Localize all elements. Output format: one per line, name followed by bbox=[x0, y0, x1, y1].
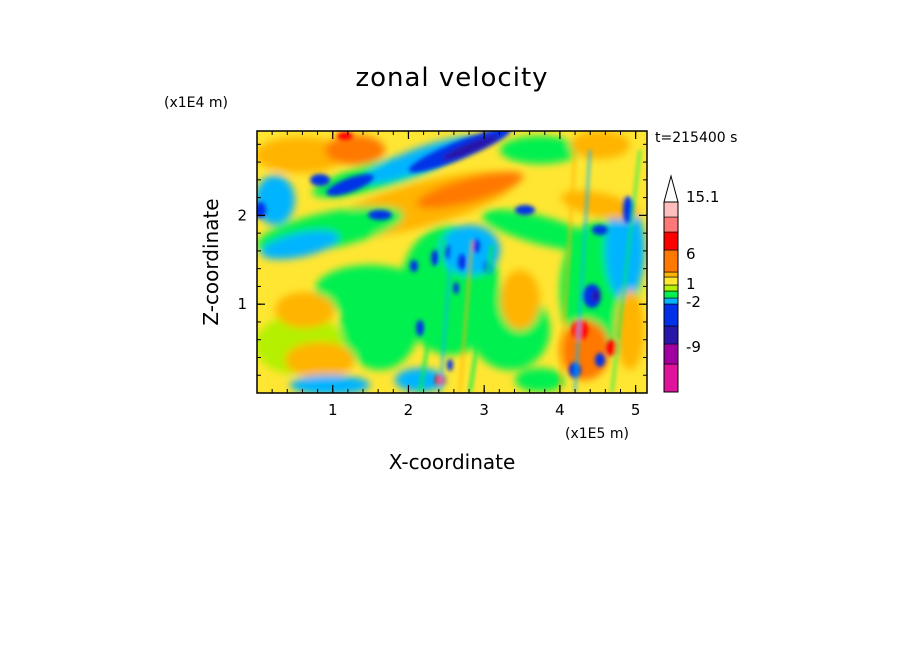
x-axis: 1 2 3 4 5 bbox=[271, 131, 641, 419]
colorbar-level bbox=[663, 216, 679, 233]
colorbar-level bbox=[663, 363, 679, 393]
blob bbox=[458, 254, 466, 270]
x-tick-label: 4 bbox=[555, 401, 565, 419]
colorbar: 15.1 6 1-2 -9 bbox=[663, 174, 719, 393]
colorbar-level bbox=[663, 284, 679, 292]
blob bbox=[310, 174, 330, 186]
colorbar-tick-label: -2 bbox=[686, 293, 701, 311]
x-tick-label: 5 bbox=[631, 401, 641, 419]
blob bbox=[442, 135, 498, 161]
blob bbox=[592, 225, 608, 235]
blob bbox=[315, 265, 425, 315]
colorbar-frame bbox=[663, 201, 679, 393]
plot-frame bbox=[256, 130, 648, 394]
time-label: t=215400 s bbox=[655, 130, 737, 146]
colorbar-level bbox=[663, 231, 679, 251]
streak bbox=[559, 149, 576, 393]
blob bbox=[570, 131, 630, 159]
streak bbox=[468, 244, 494, 393]
blob bbox=[290, 375, 370, 393]
colorbar-level bbox=[663, 343, 679, 365]
blob bbox=[257, 175, 295, 225]
blob bbox=[440, 225, 500, 275]
x-axis-label: X-coordinate bbox=[389, 450, 516, 474]
blob bbox=[595, 353, 605, 367]
x-tick-label: 2 bbox=[404, 401, 414, 419]
colorbar-tick-label: 15.1 bbox=[686, 188, 719, 206]
streak bbox=[439, 239, 453, 393]
blob bbox=[572, 320, 588, 340]
blob bbox=[395, 368, 445, 392]
blob bbox=[500, 270, 540, 330]
y-tick-label: 2 bbox=[237, 206, 247, 224]
blob bbox=[606, 340, 618, 356]
blob bbox=[569, 362, 581, 378]
blob bbox=[337, 132, 353, 140]
blob bbox=[325, 135, 385, 165]
blob bbox=[416, 320, 424, 336]
x-tick-label: 1 bbox=[328, 401, 338, 419]
colorbar-level bbox=[663, 249, 679, 273]
y-scale-note: (x1E4 m) bbox=[164, 95, 228, 111]
colorbar-level bbox=[663, 290, 679, 299]
chart-title: zonal velocity bbox=[355, 63, 548, 93]
blob bbox=[431, 250, 439, 266]
streak bbox=[418, 239, 447, 393]
x-tick-label: 3 bbox=[479, 401, 489, 419]
colorbar-tick-label: -9 bbox=[686, 338, 701, 356]
blob bbox=[260, 230, 340, 260]
blob bbox=[453, 282, 459, 294]
colorbar-level bbox=[663, 271, 679, 278]
x-scale-note: (x1E5 m) bbox=[565, 426, 629, 442]
blob bbox=[447, 359, 453, 371]
blob bbox=[605, 200, 645, 300]
streak bbox=[611, 149, 641, 393]
blob bbox=[285, 342, 355, 378]
blob bbox=[257, 137, 345, 173]
colorbar-tick-label: 1 bbox=[686, 275, 696, 293]
blob bbox=[515, 205, 535, 215]
colorbar-level bbox=[663, 303, 679, 327]
colorbar-extend-arrow bbox=[663, 174, 679, 203]
colorbar-level bbox=[663, 297, 679, 305]
colorbar-tick-label: 6 bbox=[686, 245, 696, 263]
colorbar-level bbox=[663, 325, 679, 345]
y-axis-label: Z-coordinate bbox=[199, 198, 223, 325]
blob bbox=[410, 260, 418, 272]
blob bbox=[560, 190, 640, 220]
blob bbox=[275, 292, 335, 328]
blob bbox=[515, 368, 565, 392]
blob bbox=[257, 202, 266, 218]
streak bbox=[574, 149, 591, 393]
colorbar-level bbox=[663, 276, 679, 286]
blob bbox=[616, 290, 644, 370]
blob bbox=[368, 210, 392, 220]
y-axis: 12 bbox=[237, 143, 647, 376]
blob bbox=[472, 239, 480, 253]
y-tick-label: 1 bbox=[237, 295, 247, 313]
colorbar-level bbox=[663, 201, 679, 218]
blob bbox=[623, 196, 633, 224]
blob bbox=[500, 136, 580, 164]
contour-field bbox=[257, 131, 647, 393]
blob bbox=[592, 290, 600, 302]
blob bbox=[416, 171, 524, 209]
blob bbox=[326, 174, 374, 196]
streak bbox=[459, 239, 473, 393]
